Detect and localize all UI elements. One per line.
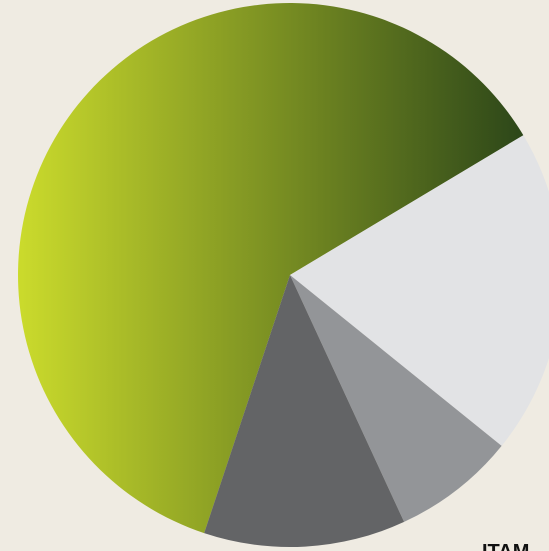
pie-slice <box>290 275 502 522</box>
pie-slice <box>290 135 549 446</box>
pie-slice <box>18 3 524 534</box>
annotation: ITAM <box>482 541 529 551</box>
pie-slice <box>204 275 405 547</box>
pie <box>18 3 549 547</box>
